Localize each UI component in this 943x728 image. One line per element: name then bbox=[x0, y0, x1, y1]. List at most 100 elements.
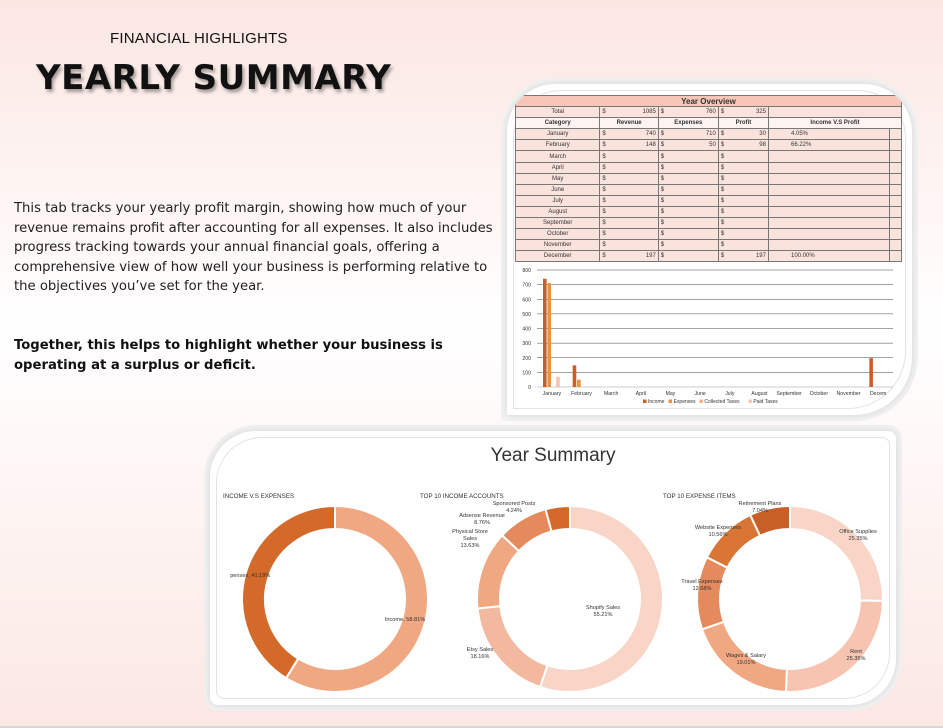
x-tick-label: January bbox=[543, 391, 562, 397]
ratio-cell bbox=[767, 205, 890, 219]
y-tick-label: 600 bbox=[522, 297, 531, 303]
donut-slice-label: Wages & Salary 19.01% bbox=[726, 653, 766, 666]
donut-slice-office-supplies bbox=[789, 504, 884, 603]
donut-slice-label: Shopify Sales 55.21% bbox=[586, 605, 620, 618]
year-summary-card: Year Summary INCOME V.S EXPENSES TOP 10 … bbox=[210, 431, 896, 705]
profit-cell bbox=[732, 205, 769, 219]
ratio-cell: 4.05% bbox=[767, 128, 890, 141]
currency: $ bbox=[657, 239, 673, 252]
income-vs-expenses-donut: Income, 58.81% Expenses, 41.19% bbox=[230, 504, 429, 693]
empty-cell bbox=[888, 205, 903, 219]
total-label: Total bbox=[514, 106, 601, 119]
currency: $ bbox=[717, 128, 733, 141]
donut-slice-label: Expenses, 41.19% bbox=[230, 573, 270, 579]
currency: $ bbox=[717, 194, 733, 207]
month-cell: August bbox=[514, 205, 601, 219]
month-cell: November bbox=[514, 239, 601, 252]
overview-row: June $ $ $ bbox=[514, 183, 903, 196]
currency: $ bbox=[657, 205, 673, 219]
description-text: This tab tracks your yearly profit margi… bbox=[14, 201, 493, 294]
currency: $ bbox=[717, 250, 733, 263]
donut-slice-label: Retirement Plans 7.04% bbox=[739, 501, 782, 514]
x-tick-label: May bbox=[666, 391, 676, 397]
expenses-cell bbox=[672, 194, 719, 207]
donut-slice-label: Travel Expenses 12.68% bbox=[681, 579, 723, 592]
empty-cell bbox=[888, 172, 903, 185]
expenses-cell bbox=[672, 250, 719, 263]
currency: $ bbox=[657, 194, 673, 207]
month-cell: June bbox=[514, 183, 601, 196]
profit-cell bbox=[732, 161, 769, 174]
expenses-cell bbox=[672, 183, 719, 196]
x-tick-label: June bbox=[695, 391, 706, 397]
empty-cell bbox=[888, 161, 903, 174]
currency: $ bbox=[717, 139, 733, 152]
year-overview-table: Year Overview Total $ 1085 $ 760 $ 325 C… bbox=[514, 94, 903, 263]
income-accounts-donut: Shopify Sales 55.21% Etsy Sales 18.16% Physi… bbox=[452, 501, 664, 693]
expenses-cell bbox=[672, 228, 719, 241]
ratio-cell bbox=[767, 194, 890, 207]
legend-swatch bbox=[699, 399, 703, 403]
y-tick-label: 300 bbox=[522, 341, 531, 347]
ratio-cell: 66.22% bbox=[767, 139, 890, 152]
currency: $ bbox=[657, 150, 673, 163]
y-tick-label: 200 bbox=[522, 356, 531, 362]
overview-title: Year Overview bbox=[515, 94, 902, 108]
currency: $ bbox=[657, 161, 673, 174]
col-header: Category bbox=[514, 117, 601, 130]
legend-label: Expenses bbox=[674, 399, 696, 404]
overview-row: December $197 $ $197 100.00% bbox=[514, 250, 903, 263]
currency: $ bbox=[599, 150, 615, 163]
donut-slice-shopify-sales bbox=[538, 504, 664, 693]
profit-cell: 197 bbox=[732, 250, 769, 263]
empty-cell bbox=[888, 183, 903, 196]
empty-cell bbox=[888, 250, 903, 263]
profit-cell bbox=[732, 183, 769, 196]
currency: $ bbox=[657, 250, 673, 263]
ratio-cell bbox=[767, 172, 890, 185]
y-tick-label: 100 bbox=[522, 370, 531, 376]
y-tick-label: 800 bbox=[522, 268, 531, 274]
page-title: YEARLY SUMMARY bbox=[36, 58, 392, 98]
donut-slice-label: Website Expenses 10.56% bbox=[695, 525, 741, 538]
col-header: Expenses bbox=[657, 117, 719, 130]
empty-cell bbox=[888, 239, 903, 252]
legend-label: Paid Taxes bbox=[753, 399, 778, 404]
currency: $ bbox=[657, 128, 673, 141]
col-header: Income V.S Profit bbox=[767, 117, 903, 130]
summary-statement: Together, this helps to highlight whethe… bbox=[14, 338, 443, 373]
donut-slice-label: Etsy Sales 18.16% bbox=[467, 647, 494, 660]
bar-income bbox=[543, 278, 547, 387]
currency: $ bbox=[717, 205, 733, 219]
currency: $ bbox=[599, 172, 615, 185]
summary-title: Year Summary bbox=[490, 445, 616, 466]
month-cell: May bbox=[514, 172, 601, 185]
currency: $ bbox=[717, 106, 733, 119]
x-tick-label: February bbox=[571, 391, 592, 397]
revenue-cell bbox=[614, 161, 659, 174]
profit-cell: 30 bbox=[732, 128, 769, 141]
currency: $ bbox=[599, 183, 615, 196]
currency: $ bbox=[599, 250, 615, 263]
overview-row: July $ $ $ bbox=[514, 194, 903, 207]
month-cell: July bbox=[514, 194, 601, 207]
bar-expenses bbox=[577, 379, 581, 387]
y-tick-label: 500 bbox=[522, 312, 531, 318]
col-header: Revenue bbox=[599, 117, 659, 130]
overview-row: April $ $ $ bbox=[514, 161, 903, 174]
overview-row: March $ $ $ bbox=[514, 150, 903, 163]
kicker: FINANCIAL HIGHLIGHTS bbox=[110, 30, 288, 47]
month-cell: October bbox=[514, 228, 601, 241]
donut-title-income-accounts: TOP 10 INCOME ACCOUNTS bbox=[420, 493, 504, 500]
donut-slice-travel-expenses bbox=[696, 555, 729, 631]
donut-slice-retirement-plans bbox=[748, 504, 791, 538]
donut-slice-website-expenses bbox=[705, 513, 762, 569]
currency: $ bbox=[717, 172, 733, 185]
y-tick-label: 400 bbox=[522, 327, 531, 333]
ratio-cell bbox=[767, 239, 890, 252]
x-tick-label: March bbox=[604, 391, 619, 397]
currency: $ bbox=[657, 106, 673, 119]
ratio-cell bbox=[767, 183, 890, 196]
overview-row: November $ $ $ bbox=[514, 239, 903, 252]
empty-cell bbox=[888, 217, 903, 230]
